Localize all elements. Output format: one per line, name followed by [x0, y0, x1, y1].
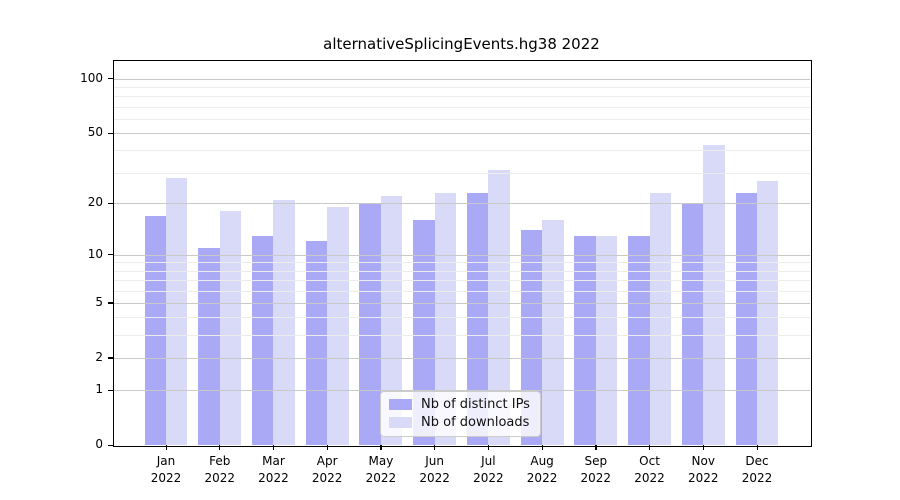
x-tick-mark-jul — [487, 445, 490, 450]
x-tick-label-sep: Sep 2022 — [580, 454, 612, 485]
minor-gridline-80 — [113, 96, 810, 98]
x-tick-mark-apr — [326, 445, 328, 450]
y-tick-label-5: 5 — [95, 294, 103, 309]
chart-title: alternativeSplicingEvents.hg38 2022 — [323, 35, 600, 53]
bar-distinct-ips-apr — [305, 241, 328, 445]
y-tick-label-100: 100 — [80, 70, 103, 85]
minor-gridline-6 — [113, 290, 810, 292]
x-tick-mark-mar — [272, 445, 275, 450]
legend: Nb of distinct IPs Nb of downloads — [380, 391, 541, 437]
x-tick-label-aug: Aug 2022 — [526, 454, 558, 485]
minor-gridline-90 — [113, 87, 810, 89]
major-gridline-2 — [113, 357, 810, 359]
minor-gridline-9 — [113, 262, 810, 264]
bar-downloads-aug — [542, 220, 564, 445]
x-tick-mark-nov — [702, 445, 704, 450]
x-tick-mark-dec — [756, 445, 758, 450]
y-tick-mark-50 — [108, 132, 113, 134]
x-tick-label-nov: Nov 2022 — [687, 454, 719, 485]
y-tick-mark-2 — [108, 357, 113, 359]
legend-swatch-downloads — [389, 417, 412, 428]
y-tick-label-20: 20 — [87, 195, 103, 210]
bar-downloads-nov — [703, 144, 725, 445]
x-tick-mark-jan — [165, 445, 167, 450]
minor-gridline-7 — [113, 280, 810, 281]
bar-distinct-ips-jan — [144, 215, 166, 445]
bar-distinct-ips-jul — [466, 192, 489, 445]
legend-label-downloads: Nb of downloads — [421, 415, 530, 430]
bar-distinct-ips-sep — [574, 235, 596, 445]
major-gridline-10 — [113, 254, 810, 256]
x-tick-label-apr: Apr 2022 — [311, 454, 343, 485]
y-tick-label-2: 2 — [95, 349, 103, 364]
bar-downloads-jul — [488, 170, 510, 445]
bar-distinct-ips-oct — [628, 235, 650, 445]
major-gridline-50 — [113, 133, 810, 135]
major-gridline-5 — [113, 302, 810, 304]
legend-label-distinct-ips: Nb of distinct IPs — [421, 397, 530, 412]
bar-downloads-jan — [166, 177, 188, 445]
legend-item-downloads: Nb of downloads — [389, 415, 530, 430]
bar-distinct-ips-jun — [413, 220, 435, 445]
bar-downloads-apr — [327, 207, 349, 445]
y-tick-label-0: 0 — [95, 437, 103, 451]
x-tick-label-may: May 2022 — [365, 454, 397, 485]
minor-gridline-70 — [113, 106, 810, 108]
x-tick-mark-sep — [595, 445, 597, 450]
major-gridline-20 — [113, 203, 810, 205]
minor-gridline-60 — [113, 118, 810, 120]
y-tick-label-1: 1 — [95, 382, 103, 396]
minor-gridline-40 — [113, 150, 810, 152]
y-tick-mark-0 — [108, 444, 113, 446]
bar-downloads-jun — [434, 192, 457, 445]
bar-downloads-feb — [219, 211, 242, 445]
x-tick-mark-oct — [649, 445, 651, 450]
y-tick-mark-5 — [108, 302, 113, 304]
x-tick-label-jun: Jun 2022 — [419, 454, 450, 485]
x-tick-mark-feb — [219, 445, 221, 450]
bar-downloads-oct — [649, 192, 672, 445]
y-tick-label-50: 50 — [87, 125, 103, 140]
bar-distinct-ips-feb — [198, 247, 220, 445]
legend-item-distinct-ips: Nb of distinct IPs — [389, 397, 530, 412]
bar-downloads-may — [380, 196, 403, 445]
bar-distinct-ips-mar — [251, 235, 274, 445]
x-tick-mark-aug — [541, 445, 543, 450]
y-tick-mark-1 — [108, 389, 113, 391]
x-tick-mark-may — [380, 445, 382, 450]
x-tick-mark-jun — [434, 445, 436, 450]
legend-swatch-distinct-ips — [389, 399, 412, 410]
x-tick-label-feb: Feb 2022 — [204, 454, 235, 485]
bar-distinct-ips-dec — [735, 192, 757, 445]
y-tick-mark-100 — [108, 78, 113, 80]
minor-gridline-30 — [113, 172, 810, 174]
y-tick-mark-10 — [108, 254, 113, 256]
major-gridline-1 — [113, 390, 810, 391]
bar-distinct-ips-nov — [681, 203, 704, 445]
y-tick-label-10: 10 — [87, 246, 103, 261]
x-tick-label-oct: Oct 2022 — [634, 454, 665, 485]
bar-downloads-mar — [273, 199, 295, 445]
x-tick-label-dec: Dec 2022 — [741, 454, 773, 485]
y-tick-mark-20 — [108, 202, 113, 205]
bar-downloads-dec — [757, 180, 779, 445]
minor-gridline-8 — [113, 270, 810, 272]
minor-gridline-4 — [113, 317, 810, 319]
x-tick-label-jul: Jul 2022 — [473, 454, 504, 485]
major-gridline-100 — [113, 78, 810, 80]
minor-gridline-3 — [113, 335, 810, 336]
x-tick-label-jan: Jan 2022 — [150, 454, 182, 485]
bar-distinct-ips-may — [359, 203, 381, 445]
x-tick-label-mar: Mar 2022 — [258, 454, 289, 485]
bar-downloads-sep — [595, 235, 618, 445]
